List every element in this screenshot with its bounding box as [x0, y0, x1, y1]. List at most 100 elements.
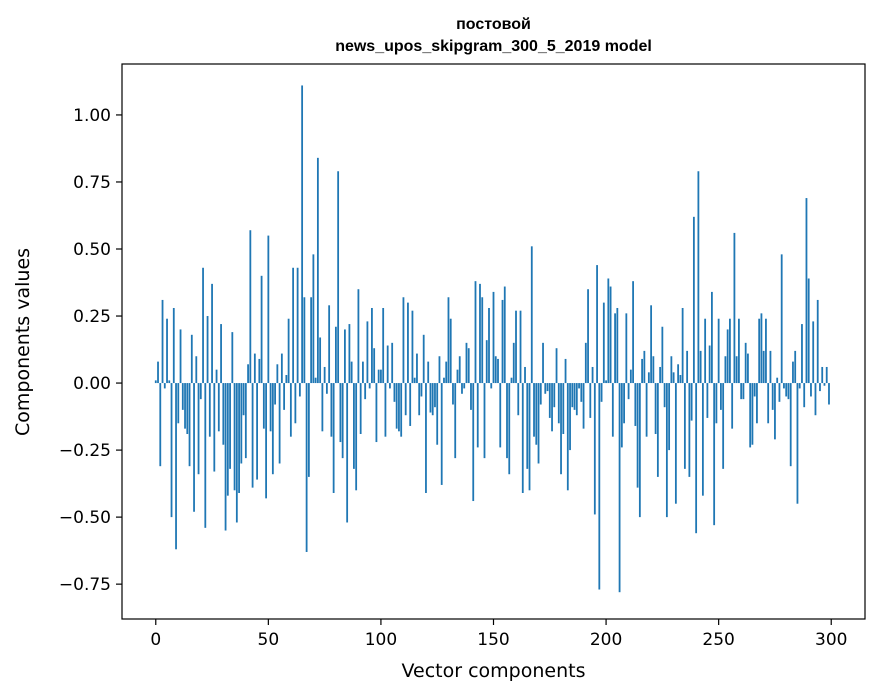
x-tick-label: 200: [590, 630, 622, 650]
bar-266: [753, 383, 756, 397]
bar-298: [825, 366, 828, 384]
bar-289: [805, 198, 808, 384]
bar-85: [346, 383, 349, 523]
bar-130: [447, 297, 450, 384]
bar-1: [157, 361, 159, 384]
bar-44: [253, 353, 256, 384]
x-tick-label: 100: [365, 630, 397, 650]
bar-152: [497, 358, 499, 384]
bar-132: [452, 383, 454, 405]
bar-121: [427, 361, 430, 384]
bar-283: [792, 361, 794, 384]
bar-288: [803, 383, 806, 408]
bar-139: [467, 348, 470, 384]
bar-52: [271, 383, 274, 475]
bar-153: [499, 383, 502, 448]
bar-142: [474, 281, 477, 384]
bar-269: [760, 313, 763, 384]
bar-215: [638, 383, 641, 518]
bar-20: [199, 383, 202, 400]
bar-290: [807, 278, 810, 384]
bar-285: [796, 383, 799, 504]
bar-56: [280, 353, 283, 384]
bar-256: [731, 383, 734, 429]
bar-223: [656, 383, 659, 477]
bar-89: [355, 383, 358, 491]
bar-100: [380, 369, 382, 384]
bar-37: [238, 383, 240, 493]
bar-77: [328, 305, 331, 384]
x-tick-label: 250: [702, 630, 734, 650]
bar-58: [285, 375, 288, 384]
bar-27: [215, 369, 218, 384]
bar-175: [548, 383, 551, 418]
bar-294: [816, 299, 819, 384]
bar-24: [208, 383, 211, 437]
bar-177: [553, 383, 556, 408]
bar-38: [240, 383, 243, 464]
bar-83: [341, 383, 344, 459]
bar-11: [179, 329, 182, 384]
y-axis: −0.75 −0.50 −0.25 0.00 0.25 0.50 0.75 1.00: [59, 106, 122, 595]
bar-244: [704, 318, 707, 384]
bar-296: [821, 366, 824, 384]
bar-212: [632, 281, 634, 384]
bar-159: [512, 342, 515, 384]
bar-170: [537, 383, 540, 464]
bar-248: [713, 383, 716, 526]
bar-203: [611, 383, 614, 437]
bar-104: [389, 383, 391, 389]
bar-57: [283, 383, 286, 410]
bar-189: [580, 383, 583, 402]
bar-116: [416, 353, 418, 384]
bar-12: [181, 383, 184, 410]
bar-111: [404, 383, 407, 416]
bar-2: [159, 383, 162, 467]
bar-156: [506, 383, 508, 459]
bar-81: [337, 171, 340, 384]
bar-199: [602, 302, 605, 384]
bar-292: [812, 321, 815, 384]
bar-136: [461, 383, 463, 394]
bar-98: [375, 383, 378, 443]
bar-43: [251, 383, 254, 488]
bar-261: [742, 383, 745, 400]
bar-28: [217, 383, 220, 432]
bar-87: [350, 361, 353, 384]
bar-46: [258, 358, 261, 384]
bar-197: [598, 383, 601, 590]
bar-70: [312, 254, 315, 384]
bar-213: [634, 383, 637, 426]
x-tick-label: 50: [258, 630, 280, 650]
bar-225: [661, 326, 664, 384]
bar-25: [211, 283, 213, 384]
bar-194: [591, 366, 594, 384]
bar-222: [654, 383, 657, 434]
bar-187: [575, 383, 578, 416]
bar-204: [614, 313, 616, 384]
bar-48: [262, 383, 265, 429]
bar-75: [323, 366, 326, 384]
bar-113: [409, 383, 412, 426]
bar-238: [690, 383, 693, 421]
bar-6: [168, 380, 171, 384]
bar-220: [650, 305, 653, 384]
bar-128: [443, 377, 445, 384]
bar-8: [172, 307, 175, 384]
bar-41: [247, 364, 249, 384]
bar-246: [708, 345, 711, 384]
bar-73: [319, 337, 322, 384]
bar-137: [463, 383, 466, 389]
bar-263: [747, 353, 749, 384]
bar-200: [605, 380, 607, 384]
bar-280: [785, 383, 788, 397]
bar-47: [260, 275, 263, 384]
bar-61: [292, 267, 295, 384]
bar-5: [166, 318, 168, 384]
bar-293: [814, 383, 817, 416]
bar-141: [472, 383, 475, 502]
bar-271: [765, 318, 767, 384]
bar-108: [398, 383, 400, 432]
bar-273: [769, 350, 772, 384]
bar-174: [546, 383, 549, 392]
